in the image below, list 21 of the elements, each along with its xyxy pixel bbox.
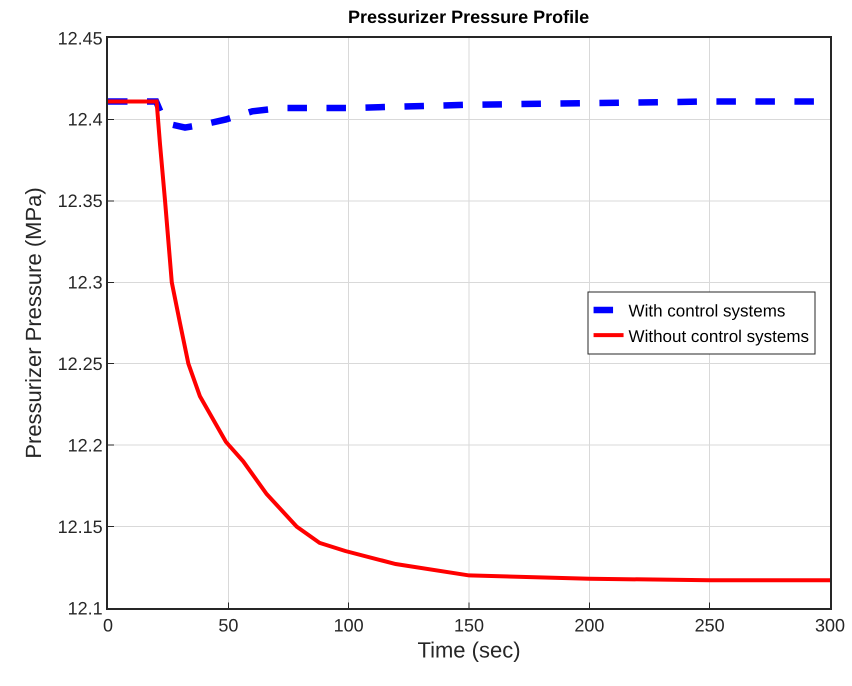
y-tick-label: 12.4: [68, 110, 103, 130]
y-tick-label: 12.45: [58, 28, 103, 48]
y-tick-label: 12.2: [68, 435, 103, 456]
x-tick-label: 50: [218, 615, 238, 636]
y-tick-label: 12.3: [68, 272, 103, 293]
line-series: [108, 100, 830, 582]
y-axis-title: Pressurizer Pressure (MPa): [20, 187, 46, 459]
y-tick-label: 12.1: [68, 598, 103, 618]
x-tick-label: 150: [454, 615, 484, 636]
chart-title: Pressurizer Pressure Profile: [348, 6, 590, 27]
y-tick-label: 12.15: [58, 516, 103, 537]
x-tick-label: 0: [102, 615, 114, 636]
x-axis-title: Time (sec): [417, 638, 521, 663]
legend-label: Without control systems: [628, 326, 810, 346]
x-tick-label: 100: [334, 615, 364, 636]
x-tick-label: 250: [694, 615, 725, 636]
legend-label: With control systems: [628, 302, 786, 321]
x-tick-label: 200: [574, 615, 604, 636]
y-tick-label: 12.35: [58, 191, 103, 212]
y-tick-label: 12.25: [58, 354, 103, 374]
x-tick-label: 300: [814, 615, 846, 636]
